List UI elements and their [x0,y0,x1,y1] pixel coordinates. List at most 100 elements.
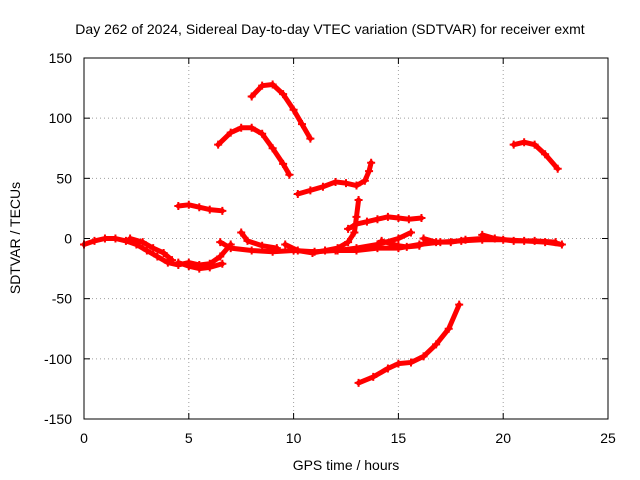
x-tick-label: 5 [185,430,193,446]
y-tick-label: 150 [49,50,73,66]
data-point [138,238,147,247]
series-s17 [509,138,562,173]
data-point [272,244,281,253]
data-point [406,358,415,367]
data-point [490,234,499,243]
y-tick-label: 0 [64,231,72,247]
data-point [419,234,428,243]
data-point [551,238,560,247]
data-point [258,241,267,250]
data-point [163,258,172,267]
series-s13 [377,236,424,251]
data-point [218,206,227,215]
data-point [553,164,562,173]
series-s6 [237,228,281,253]
data-point [247,246,256,255]
data-point [344,238,353,247]
x-tick-label: 20 [495,430,511,446]
data-point [557,240,566,249]
data-point [205,263,214,272]
data-point [258,81,267,90]
data-point [297,120,306,129]
data-point [216,252,225,261]
data-point [394,214,403,223]
data-point [293,246,302,255]
data-point [446,238,455,247]
data-point [268,80,277,89]
data-point [281,240,290,249]
y-tick-label: -100 [44,351,72,367]
data-point [142,246,151,255]
data-point [344,224,353,233]
data-point [520,138,529,147]
y-tick-label: 50 [56,170,72,186]
data-point [373,240,382,249]
data-point [100,234,109,243]
data-point [285,170,294,179]
data-point [247,123,256,132]
series-s15 [478,230,560,247]
data-point [247,92,256,101]
data-point [386,239,395,248]
x-tick-label: 15 [391,430,407,446]
data-point [205,205,214,214]
data-point [530,140,539,149]
data-point [369,372,378,381]
series-s9 [293,158,376,198]
y-tick-label: -50 [52,291,72,307]
data-point [461,235,470,244]
data-point [444,324,453,333]
data-point [406,228,415,237]
data-point [365,167,374,176]
data-point [509,236,518,245]
data-point [352,181,361,190]
series-line [127,236,175,263]
data-point [530,236,539,245]
data-point [289,105,298,114]
data-point [350,228,359,237]
data-point [279,159,288,168]
data-point [258,129,267,138]
series-s7 [214,123,294,179]
series-line [238,229,280,251]
data-point [321,246,330,255]
data-point [214,140,223,149]
data-point [377,236,386,245]
data-point [279,90,288,99]
data-point [111,234,120,243]
data-series [80,80,566,387]
series-s16 [354,300,464,387]
data-point [415,241,424,250]
data-point [90,236,99,245]
data-point [362,217,371,226]
data-point [352,220,361,229]
data-point [394,359,403,368]
data-point [333,246,342,255]
data-point [402,242,411,251]
data-point [383,212,392,221]
data-point [373,215,382,224]
data-point [352,244,361,253]
y-tick-label: -150 [44,411,72,427]
y-tick-label: 100 [49,110,73,126]
series-line [511,139,561,172]
data-point [153,252,162,261]
data-point [174,202,183,211]
data-point [432,340,441,349]
data-point [268,144,277,153]
data-point [478,230,487,239]
data-point [184,200,193,209]
data-point [404,215,413,224]
data-point [184,262,193,271]
data-point [237,123,246,132]
y-axis-label: SDTVAR / TECUs [7,182,23,294]
series-s4 [174,200,227,215]
data-point [394,241,403,250]
data-point [354,195,363,204]
series-s3 [174,258,227,273]
data-point [168,256,177,265]
data-point [126,234,135,243]
data-point [541,150,550,159]
data-point [121,236,130,245]
